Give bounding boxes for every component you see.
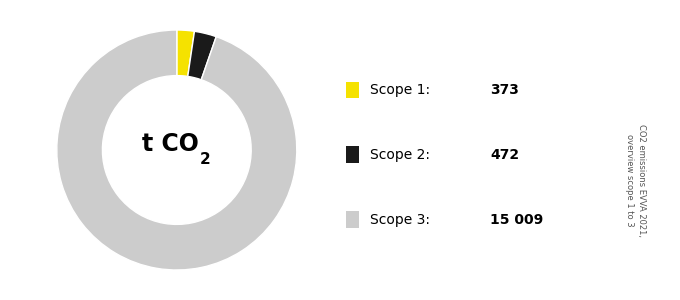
Bar xyxy=(345,211,359,228)
Bar xyxy=(345,82,359,98)
Wedge shape xyxy=(188,31,216,80)
Text: 373: 373 xyxy=(490,83,519,97)
Wedge shape xyxy=(57,30,296,270)
Text: 15 009: 15 009 xyxy=(490,213,543,226)
Text: Scope 1:: Scope 1: xyxy=(370,83,435,97)
Text: Scope 2:: Scope 2: xyxy=(370,148,435,162)
Text: 472: 472 xyxy=(490,148,520,162)
Text: Scope 3:: Scope 3: xyxy=(370,213,435,226)
Bar xyxy=(345,146,359,163)
Text: 2: 2 xyxy=(200,152,210,167)
Text: CO2 emissions EVVA 2021,
overview scope 1 to 3: CO2 emissions EVVA 2021, overview scope … xyxy=(625,124,645,236)
Wedge shape xyxy=(177,30,194,76)
Text: t CO: t CO xyxy=(142,132,199,156)
